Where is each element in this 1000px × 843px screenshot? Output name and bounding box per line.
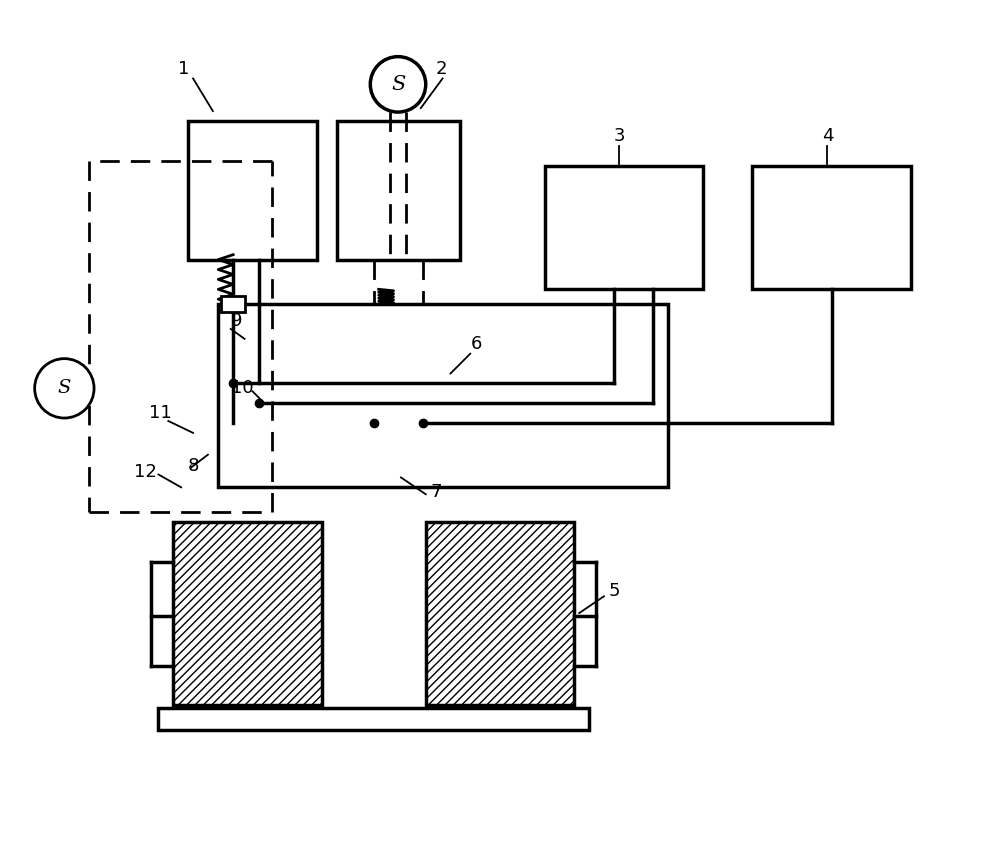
Text: S: S xyxy=(391,75,405,94)
Bar xyxy=(545,165,703,289)
Circle shape xyxy=(370,56,426,112)
Text: 4: 4 xyxy=(822,126,833,145)
Bar xyxy=(158,708,589,730)
Text: 11: 11 xyxy=(149,404,171,422)
Text: 1: 1 xyxy=(178,61,190,78)
Bar xyxy=(337,121,460,260)
Text: 5: 5 xyxy=(609,583,620,600)
Bar xyxy=(218,304,668,487)
Text: 12: 12 xyxy=(134,464,157,481)
Bar xyxy=(221,296,245,312)
Text: 8: 8 xyxy=(188,457,199,475)
Bar xyxy=(188,121,317,260)
Bar xyxy=(752,165,911,289)
Text: S: S xyxy=(58,379,71,397)
Circle shape xyxy=(35,358,94,418)
Text: 7: 7 xyxy=(431,483,442,502)
Text: 9: 9 xyxy=(231,312,242,330)
Text: 10: 10 xyxy=(231,379,253,397)
Bar xyxy=(173,522,322,705)
Text: 3: 3 xyxy=(614,126,625,145)
Text: 2: 2 xyxy=(436,61,447,78)
Text: 6: 6 xyxy=(470,335,482,352)
Bar xyxy=(426,522,574,705)
